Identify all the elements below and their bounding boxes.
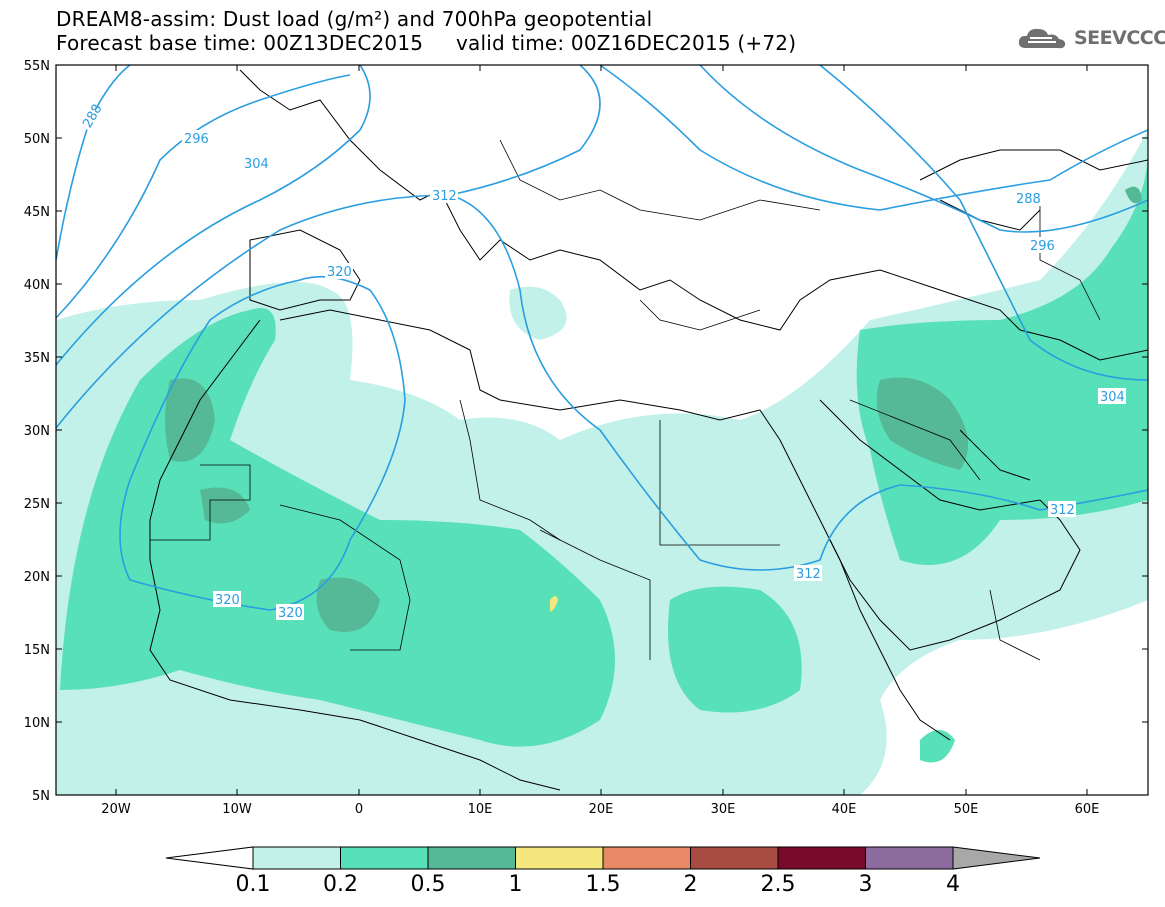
colorbar-label: 0.1	[235, 872, 271, 897]
lon-tick-label: 0	[355, 802, 363, 817]
isoline-label: 296	[184, 132, 209, 147]
colorbar-label: 2.5	[760, 872, 796, 897]
isoline-labels: 288 296 304 312 320 320 320 312 288 296 …	[76, 102, 1126, 621]
colorbar-label: 1.5	[585, 872, 621, 897]
colorbar-bin	[690, 846, 779, 870]
lat-tick-label: 5N	[32, 789, 50, 804]
colorbar-label: 3	[858, 872, 873, 897]
lon-tick-label: 30E	[711, 802, 736, 817]
lat-tick-label: 50N	[24, 132, 50, 147]
lat-tick-label: 35N	[24, 351, 50, 366]
forecast-times: Forecast base time: 00Z13DEC2015 valid t…	[56, 31, 797, 55]
colorbar-bin	[252, 846, 341, 870]
isoline-label: 288	[1016, 192, 1041, 207]
cloud-icon	[1018, 28, 1066, 49]
lat-tick-label: 20N	[24, 570, 50, 585]
colorbar	[165, 846, 1041, 870]
colorbar-label: 0.2	[323, 872, 358, 897]
colorbar-label: 0.5	[410, 872, 446, 897]
isoline-label: 312	[432, 189, 457, 204]
colorbar-bin	[340, 846, 429, 870]
logo-text: SEEVCCC	[1074, 27, 1165, 49]
colorbar-label: 4	[946, 872, 960, 897]
lat-tick-label: 10N	[24, 716, 50, 731]
lat-tick-label: 25N	[24, 497, 50, 512]
colorbar-high-arrow	[952, 846, 1041, 870]
colorbar-label: 2	[683, 872, 698, 897]
isoline-label: 320	[327, 265, 352, 280]
country-borders	[150, 139, 1101, 661]
dust-layer-1	[550, 596, 558, 612]
colorbar-bin	[427, 846, 516, 870]
lat-tick-label: 40N	[24, 278, 50, 293]
lat-tick-label: 55N	[24, 59, 50, 74]
lon-tick-label: 40E	[832, 802, 857, 817]
lat-tick-label: 30N	[24, 424, 50, 439]
isoline-label: 320	[278, 606, 303, 621]
colorbar-bin	[777, 846, 866, 870]
lon-axis: 20W 10W 0 10E 20E 30E 40E 50E 60E	[101, 65, 1099, 817]
lon-tick-label: 20W	[101, 802, 131, 817]
lon-tick-label: 60E	[1075, 802, 1100, 817]
isoline-label: 312	[1050, 503, 1075, 518]
colorbar-bin	[602, 846, 691, 870]
isoline-label: 304	[1100, 390, 1125, 405]
map-title: DREAM8-assim: Dust load (g/m²) and 700hP…	[56, 7, 653, 31]
lon-tick-label: 10E	[468, 802, 493, 817]
colorbar-bin	[515, 846, 604, 870]
isoline-label: 296	[1030, 239, 1055, 254]
lat-tick-label: 45N	[24, 205, 50, 220]
isoline-label: 304	[244, 157, 269, 172]
lon-tick-label: 50E	[954, 802, 979, 817]
lat-tick-label: 15N	[24, 643, 50, 658]
isoline-label: 320	[215, 593, 240, 608]
lon-tick-label: 10W	[222, 802, 252, 817]
colorbar-low-arrow	[165, 846, 254, 870]
lat-axis: 55N 50N 45N 40N 35N 30N 25N 20N 15N 10N …	[24, 59, 1148, 804]
isoline-label: 312	[796, 567, 821, 582]
seevccc-logo: SEEVCCC	[1016, 24, 1165, 52]
colorbar-label: 1	[508, 872, 523, 897]
colorbar-bin	[865, 846, 954, 870]
lon-tick-label: 20E	[589, 802, 614, 817]
